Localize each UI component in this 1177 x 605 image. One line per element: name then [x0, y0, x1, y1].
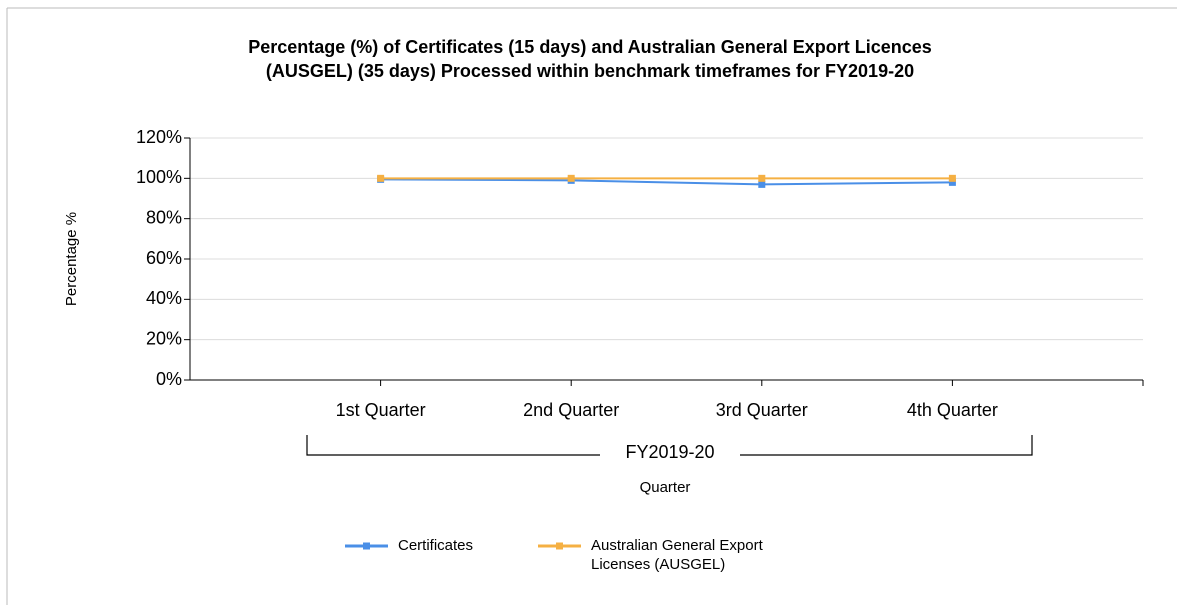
series-point — [948, 178, 956, 186]
y-tick-label: 60% — [146, 248, 182, 268]
series-point — [567, 174, 575, 182]
chart-title: (AUSGEL) (35 days) Processed within benc… — [266, 61, 914, 81]
y-tick-label: 20% — [146, 328, 182, 348]
legend-marker — [556, 542, 563, 550]
y-tick-label: 120% — [136, 127, 182, 147]
group-label-bg — [600, 440, 740, 464]
y-tick-label: 80% — [146, 207, 182, 227]
x-tick-label: 2nd Quarter — [523, 400, 619, 420]
y-tick-label: 100% — [136, 167, 182, 187]
legend-label: Certificates — [398, 537, 474, 554]
y-axis-title: Percentage % — [63, 212, 80, 306]
x-axis-title: Quarter — [640, 479, 691, 496]
x-tick-label: 1st Quarter — [336, 400, 426, 420]
chart-title: Percentage (%) of Certificates (15 days)… — [248, 37, 932, 57]
series-point — [948, 174, 956, 182]
series-point — [758, 180, 766, 188]
x-tick-label: 3rd Quarter — [716, 400, 808, 420]
group-label: FY2019-20 — [625, 442, 714, 462]
series-line — [380, 178, 953, 186]
y-tick-label: 40% — [146, 288, 182, 308]
legend-marker — [363, 542, 370, 550]
series-point — [377, 174, 385, 182]
x-tick-label: 4th Quarter — [907, 400, 998, 420]
y-tick-label: 0% — [156, 369, 182, 389]
series-point — [758, 174, 766, 182]
legend-label: Australian General Export Licenses (AUSG… — [591, 537, 763, 573]
